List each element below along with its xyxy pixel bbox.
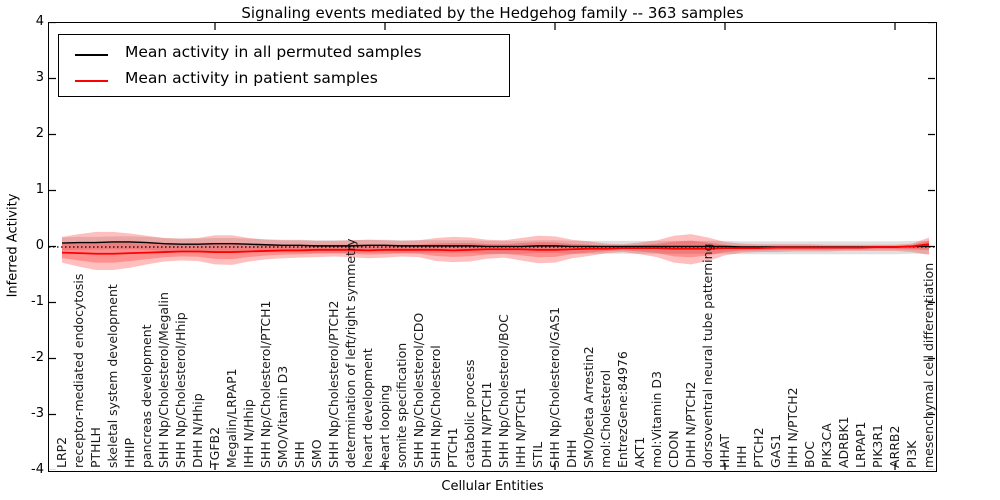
x-category-label: DHH N/PTCH1 (478, 381, 494, 468)
x-category-label: TGFB2 (206, 426, 222, 468)
x-category-label: mol:Cholesterol (597, 369, 613, 468)
x-category-label: STIL (529, 441, 545, 468)
chart-title: Signaling events mediated by the Hedgeho… (241, 4, 744, 22)
y-tick-label: 3 (35, 70, 44, 85)
chart-plot-svg (49, 23, 935, 470)
x-category-label: Megalin/LRPAP1 (223, 368, 239, 468)
x-category-label: CDON (665, 430, 681, 468)
x-category-label: PTHLH (87, 427, 103, 468)
x-category-label: ARRB2 (886, 425, 902, 468)
x-category-label: DHH (563, 439, 579, 468)
x-category-label: catabolic process (461, 359, 477, 468)
x-category-label: SHH Np/Cholesterol/Hhip (172, 312, 188, 468)
legend-label-patient: Mean activity in patient samples (125, 69, 378, 87)
y-tick-label: -2 (31, 350, 44, 365)
x-category-label: HHIP (121, 437, 137, 468)
x-axis-label: Cellular Entities (441, 479, 544, 494)
x-category-label: somite specification (393, 342, 409, 468)
x-category-label: HHAT (716, 433, 732, 468)
x-category-label: SHH Np/Cholesterol (427, 345, 443, 468)
x-category-label: SHH Np/Cholesterol/BOC (495, 314, 511, 468)
x-category-label: SMO/beta Arrestin2 (580, 346, 596, 468)
patient-line-swatch (75, 80, 108, 82)
y-tick-label: 0 (35, 238, 44, 253)
x-category-label: PTCH1 (444, 427, 460, 468)
legend-entry-patient: Mean activity in patient samples (59, 68, 509, 94)
x-category-label: IHH N/PTCH1 (512, 387, 528, 468)
x-category-label: LRP2 (53, 436, 69, 468)
y-tick-label: 4 (35, 14, 44, 29)
x-category-label: SHH Np/Cholesterol/Megalin (155, 292, 171, 468)
x-category-label: BOC (801, 441, 817, 468)
x-category-label: SHH Np/Cholesterol/CDO (410, 312, 426, 468)
patient-samples-std-band (62, 231, 929, 270)
x-category-label: DHH N/PTCH2 (682, 381, 698, 468)
x-category-label: EntrezGene:84976 (614, 351, 630, 468)
legend-entry-permuted: Mean activity in all permuted samples (59, 42, 509, 68)
x-category-label: SHH Np/Cholesterol/PTCH1 (257, 300, 273, 469)
x-category-label: mol:Vitamin D3 (648, 371, 664, 468)
x-category-label: SMO (308, 439, 324, 468)
y-tick-label: 2 (35, 126, 44, 141)
x-category-label: dorsoventral neural tube patterning (699, 243, 715, 469)
x-category-label: DHH N/Hhip (189, 393, 205, 468)
legend-box: Mean activity in all permuted samples Me… (58, 34, 510, 97)
x-category-label: heart looping (376, 384, 392, 468)
x-category-label: AKT1 (631, 436, 647, 468)
x-category-label: heart development (359, 348, 375, 468)
x-category-label: receptor-mediated endocytosis (70, 273, 86, 468)
x-category-label: LRPAP1 (852, 421, 868, 468)
x-category-label: PIK3R1 (869, 423, 885, 468)
y-tick-label: -4 (31, 462, 44, 477)
x-category-label: GAS1 (767, 433, 783, 468)
y-tick-label: -1 (31, 294, 44, 309)
plot-area (48, 22, 937, 472)
x-category-label: SHH (291, 441, 307, 468)
x-category-label: skeletal system development (104, 284, 120, 468)
x-category-label: pancreas development (138, 324, 154, 468)
x-category-label: ADRBK1 (835, 416, 851, 468)
x-category-label: determination of left/right symmetry (342, 238, 358, 469)
x-category-label: IHH N/PTCH2 (784, 387, 800, 468)
x-category-label: IHH (733, 445, 749, 469)
y-tick-label: -3 (31, 406, 44, 421)
patient-mean-line (61, 243, 930, 255)
permuted-line-swatch (75, 54, 108, 56)
x-category-label: IHH N/Hhip (240, 399, 256, 468)
x-category-label: SMO/Vitamin D3 (274, 365, 290, 468)
x-category-label: SHH Np/Cholesterol/GAS1 (546, 306, 562, 468)
x-category-label: PTCH2 (750, 427, 766, 468)
legend-label-permuted: Mean activity in all permuted samples (125, 43, 422, 61)
x-category-label: PIK3CA (818, 423, 834, 468)
x-category-label: SHH Np/Cholesterol/PTCH2 (325, 300, 341, 469)
x-category-label: PI3K (903, 440, 919, 468)
y-tick-label: 1 (35, 182, 44, 197)
x-category-label: mesenchymal cell differentiation (920, 262, 936, 468)
